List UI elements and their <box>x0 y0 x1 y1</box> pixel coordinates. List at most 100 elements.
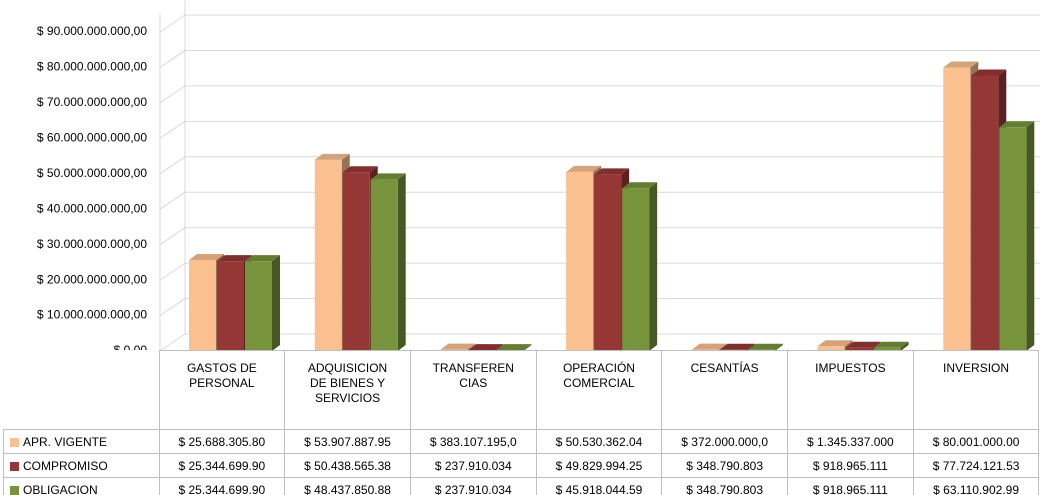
bar-side <box>467 343 476 350</box>
value-label: $ 383.107.195,0 <box>409 429 537 454</box>
legend-swatch <box>10 485 19 495</box>
value-label: $ 348.790.803 <box>661 477 789 495</box>
bar-front <box>370 179 398 350</box>
bar-top <box>971 69 1007 76</box>
category-cell: ADQUISICION DE BIENES Y SERVICIOS <box>284 350 411 430</box>
table-row: APR. VIGENTE $ 25.688.305.80 $ 53.907.887.… <box>3 429 1040 454</box>
bar-front <box>943 67 971 350</box>
bar-side <box>272 255 280 350</box>
bar-top <box>314 153 350 160</box>
value-label: $ 80.001.000.00 <box>912 429 1040 454</box>
category-cell: INVERSION <box>912 350 1040 430</box>
bar-top <box>943 61 979 68</box>
legend-label: COMPROMISO <box>23 458 108 473</box>
bar-front <box>594 174 622 350</box>
category-cell: TRANSFEREN CIAS <box>409 350 537 430</box>
x-tick-label: GASTOS DE PERSONAL <box>186 361 257 390</box>
x-tick-label: OPERACIÓN COMERCIAL <box>562 361 635 390</box>
grid-line <box>159 14 1040 33</box>
bar <box>691 343 727 350</box>
category-cell: CESANTÍAS <box>661 350 789 430</box>
x-tick-label: CESANTÍAS <box>690 361 759 375</box>
table-row: COMPROMISO $ 25.344.699.90 $ 50.438.565.38… <box>3 453 1040 478</box>
table-row: OBLIGACION $ 25.344.699.90 $ 48.437.850.88… <box>3 477 1040 495</box>
y-tick-label: $ 90.000.000.000,00 <box>37 24 147 38</box>
bar-side <box>1026 121 1035 350</box>
bar-top <box>468 344 504 350</box>
bar-top <box>999 121 1035 128</box>
value-label: $ 25.344.699.90 <box>158 453 286 478</box>
bar <box>468 344 504 350</box>
bar-top <box>691 343 727 350</box>
bar <box>999 121 1035 350</box>
bar-top <box>719 343 755 350</box>
bar-side <box>397 173 406 350</box>
legend-label: APR. VIGENTE <box>23 434 108 449</box>
bar-top <box>747 343 783 350</box>
grid-seg <box>160 333 186 350</box>
bar-front <box>314 159 342 350</box>
legend-swatch <box>10 461 19 471</box>
bar-front <box>566 171 594 350</box>
value-label: $ 45.918.044.59 <box>535 477 663 495</box>
value-label: $ 918.965.111 <box>787 453 914 478</box>
bar-front <box>245 261 272 350</box>
legend-entry: OBLIGACION <box>3 477 160 495</box>
value-label: $ 49.829.994.25 <box>535 453 663 478</box>
grid-seg <box>159 191 186 210</box>
bar-top <box>496 344 532 350</box>
bar <box>747 343 783 350</box>
bar-front <box>817 346 845 350</box>
grid-seg <box>159 85 186 104</box>
bar <box>370 173 406 350</box>
value-label: $ 237.910.034 <box>409 453 537 478</box>
grid-seg <box>159 120 186 139</box>
bar-top <box>873 341 909 348</box>
value-label: $ 50.530.362.04 <box>535 429 663 454</box>
bar <box>496 344 532 350</box>
bar-front <box>971 75 999 350</box>
grid-line <box>159 49 1040 68</box>
bar-top <box>845 341 881 348</box>
bar-top <box>370 173 406 180</box>
bar-top <box>245 255 280 262</box>
y-tick-label: $ 30.000.000.000,00 <box>37 237 147 251</box>
legend-label: OBLIGACION <box>23 482 98 495</box>
bar-side <box>900 341 909 350</box>
bar <box>440 343 476 350</box>
grid-line <box>159 85 1040 104</box>
y-tick-label: $ 40.000.000.000,00 <box>37 201 147 215</box>
value-label: $ 918.965.111 <box>787 477 914 495</box>
value-label: $ 237.910.034 <box>409 477 537 495</box>
bar-side <box>774 343 783 350</box>
bar <box>719 343 755 350</box>
legend-entry: APR. VIGENTE <box>3 429 160 454</box>
bar-front <box>999 127 1027 350</box>
x-tick-label: TRANSFEREN CIAS <box>432 361 514 390</box>
y-tick-label: $ 80.000.000.000,00 <box>37 60 147 74</box>
grid-line <box>159 120 1040 139</box>
bar-top <box>342 166 378 173</box>
corner-cell <box>4 351 160 430</box>
bar-front <box>189 259 216 350</box>
bar-top <box>817 340 853 347</box>
grid-seg <box>159 14 186 33</box>
value-label: $ 372.000.000,0 <box>661 429 789 454</box>
table-header: GASTOS DE PERSONAL ADQUISICION DE BIENES … <box>4 350 1040 430</box>
bar <box>622 182 658 350</box>
bar <box>245 255 280 350</box>
grid-seg <box>159 156 186 175</box>
x-tick-label: IMPUESTOS <box>815 361 886 375</box>
value-label: $ 348.790.803 <box>661 453 789 478</box>
x-tick-label: INVERSION <box>943 361 1010 375</box>
grid-seg <box>159 262 186 281</box>
data-table: GASTOS DE PERSONAL ADQUISICION DE BIENES … <box>3 350 1040 495</box>
value-label: $ 63.110.902.99 <box>912 477 1040 495</box>
y-tick-label: $ 70.000.000.000,00 <box>37 95 147 109</box>
bar-side <box>649 182 658 350</box>
value-label: $ 25.688.305.80 <box>158 429 286 454</box>
grid-seg <box>159 227 186 246</box>
bar-front <box>217 261 244 350</box>
bar-top <box>217 255 252 262</box>
